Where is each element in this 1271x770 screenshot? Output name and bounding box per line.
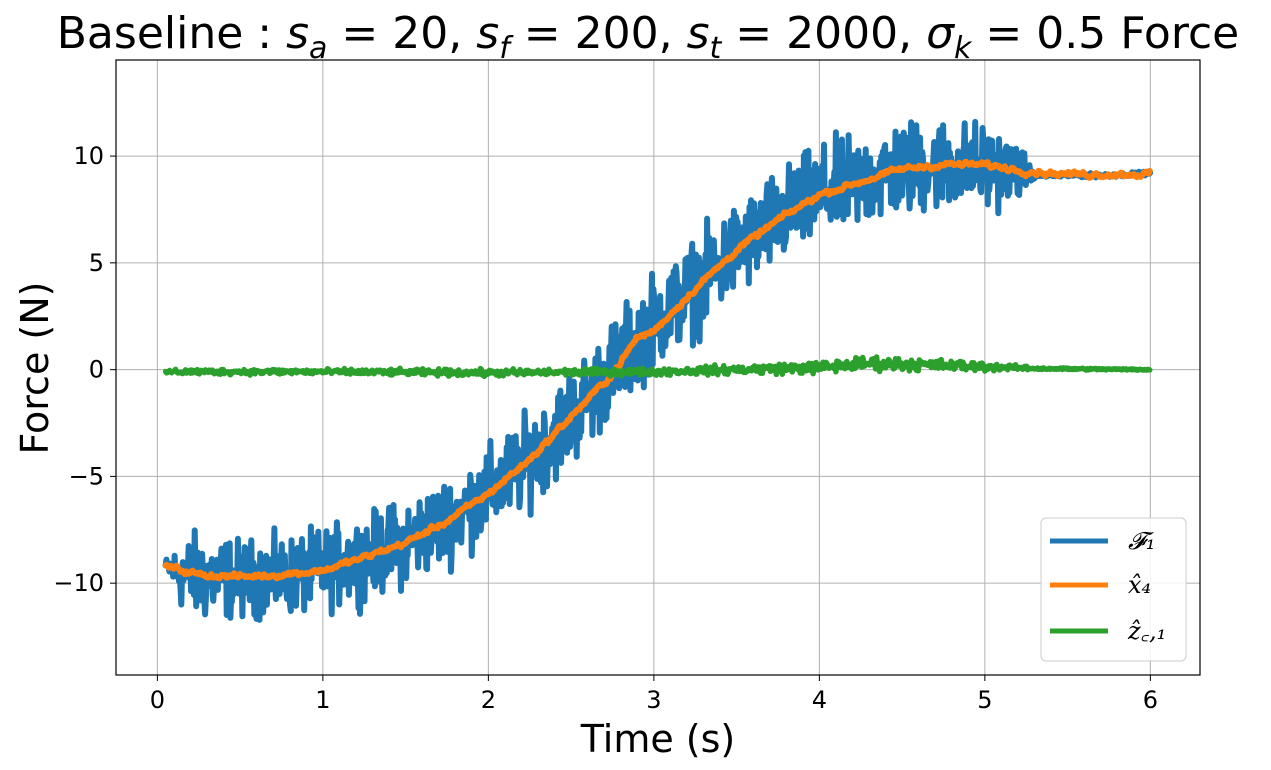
legend: 𝓕₁ x̂₄ ẑ꜀,₁: [1040, 517, 1187, 662]
plot-frame: [115, 59, 1201, 676]
x-tick-label: 2: [481, 686, 496, 714]
y-axis-label: Force (N): [13, 282, 57, 455]
legend-label-zc1: ẑ꜀,₁: [1127, 617, 1166, 645]
legend-box: [1040, 517, 1187, 662]
y-tick-label: −10: [53, 569, 104, 597]
series-line-zc1: [162, 354, 1153, 380]
x-axis-label: Time (s): [580, 717, 736, 761]
y-tick-label: 10: [73, 142, 104, 170]
x-tick-label: 3: [646, 686, 661, 714]
y-tick-label: 5: [89, 249, 104, 277]
x-tick-label: 1: [315, 686, 330, 714]
x-tick-label: 6: [1143, 686, 1158, 714]
x-tick-label: 4: [812, 686, 827, 714]
series-line-f1: [162, 118, 1154, 623]
legend-label-f1: 𝓕₁: [1128, 527, 1155, 555]
x-tick-label: 5: [977, 686, 992, 714]
y-tick-label: −5: [69, 462, 104, 490]
y-axis-ticks: −10 −5 0 5 10: [53, 142, 116, 597]
chart-title: Baseline : sa = 20, sf = 200, st = 2000,…: [57, 8, 1239, 66]
x-axis-ticks: 0 1 2 3 4 5 6: [150, 675, 1158, 714]
legend-label-x4: x̂₄: [1128, 571, 1151, 599]
series-group: [162, 118, 1154, 623]
series-line-x4: [162, 158, 1153, 582]
y-tick-label: 0: [89, 356, 104, 384]
x-tick-label: 0: [150, 686, 165, 714]
